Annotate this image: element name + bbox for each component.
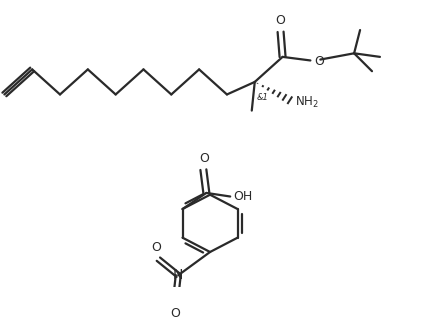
- Text: &1: &1: [257, 93, 268, 102]
- Text: O: O: [276, 14, 285, 27]
- Text: NH$_2$: NH$_2$: [295, 95, 319, 110]
- Text: N: N: [173, 268, 184, 282]
- Text: O: O: [314, 55, 324, 68]
- Text: OH: OH: [233, 190, 252, 203]
- Text: O: O: [170, 308, 180, 319]
- Text: O: O: [200, 152, 209, 165]
- Text: O: O: [152, 241, 162, 254]
